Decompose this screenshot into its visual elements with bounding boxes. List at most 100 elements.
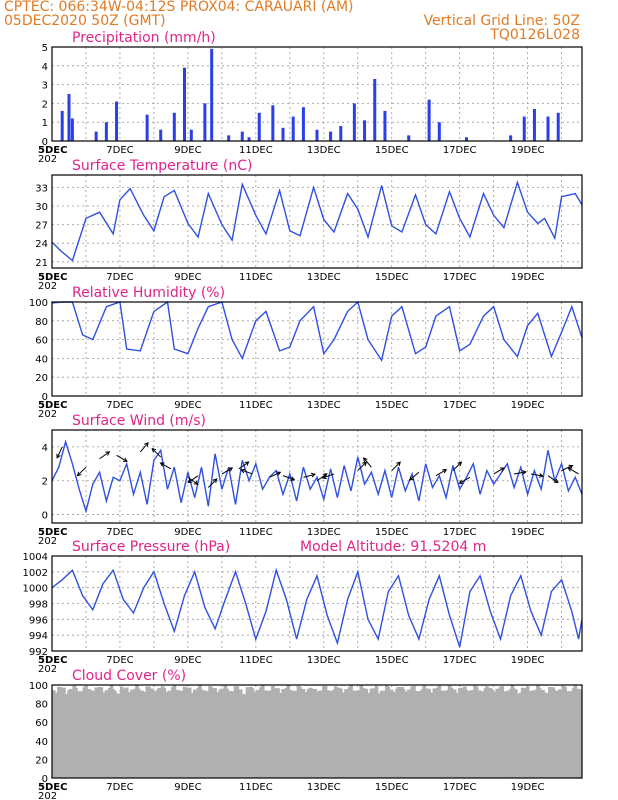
y-tick-label: 20	[35, 755, 48, 766]
wind-arrow	[561, 465, 573, 472]
panel-title: Surface Wind (m/s)	[72, 413, 206, 429]
panel-frame	[51, 174, 583, 269]
panel-title: Precipitation (mm/h)	[72, 30, 216, 46]
precip-bar	[464, 137, 468, 141]
precip-bar	[115, 101, 119, 141]
x-tick-label: 5DEC	[38, 400, 67, 411]
y-tick-label: 33	[35, 183, 48, 194]
wind-arrow-head	[521, 470, 527, 475]
panel-title: Cloud Cover (%)	[72, 668, 186, 684]
panel-frame	[51, 429, 583, 524]
precip-bar	[240, 131, 244, 141]
wind-arrow-head	[458, 479, 464, 484]
precip-bar	[407, 135, 411, 141]
precip-bar	[183, 67, 186, 141]
wind-arrow	[363, 457, 372, 468]
wind-arrow	[139, 442, 149, 453]
wind-arrow-head	[362, 461, 367, 467]
wind-arrow	[493, 467, 505, 475]
cloud-bar	[62, 687, 66, 778]
wind-arrow	[567, 467, 579, 475]
x-tick-year: 202	[38, 154, 57, 165]
wind-arrow	[322, 473, 335, 479]
x-tick-label: 13DEC	[307, 782, 341, 793]
wind-arrow	[513, 471, 526, 475]
y-tick-label: 24	[35, 239, 48, 250]
x-tick-label: 9DEC	[174, 782, 201, 793]
precip-bar	[329, 131, 333, 141]
precip-bar	[159, 129, 163, 141]
x-tick-label: 13DEC	[307, 272, 341, 283]
wind-arrow	[151, 448, 162, 458]
precip-bar	[509, 135, 513, 141]
x-tick-label: 7DEC	[106, 655, 133, 666]
y-tick-label: 0	[42, 392, 48, 403]
header-line1: CPTEC: 066:34W-04:12S PROX04: CARAUARI (…	[4, 0, 354, 15]
wind-arrow	[282, 475, 295, 481]
x-tick-year: 202	[38, 791, 57, 800]
x-tick-label: 15DEC	[375, 782, 409, 793]
x-tick-label: 17DEC	[443, 655, 477, 666]
x-tick-label: 5DEC	[38, 782, 67, 793]
x-tick-label: 9DEC	[174, 527, 201, 538]
x-tick-year: 202	[38, 409, 57, 420]
x-tick-label: 15DEC	[375, 527, 409, 538]
precip-bar	[145, 114, 149, 141]
x-tick-label: 11DEC	[239, 527, 273, 538]
cloud-bar	[119, 686, 124, 778]
x-tick-year: 202	[38, 281, 57, 292]
x-tick-label: 7DEC	[106, 782, 133, 793]
panel-frame	[51, 46, 583, 142]
y-tick-label: 998	[29, 600, 48, 611]
x-tick-label: 15DEC	[375, 145, 409, 156]
precip-bar	[522, 116, 526, 141]
wind-arrow-head	[228, 467, 234, 472]
y-tick-label: 3	[42, 81, 48, 92]
wind-arrow-head	[442, 469, 448, 474]
precip-bar	[532, 109, 536, 141]
x-tick-label: 19DEC	[511, 655, 545, 666]
y-tick-label: 996	[29, 615, 48, 626]
y-tick-label: 1000	[23, 584, 48, 595]
x-tick-year: 202	[38, 664, 57, 675]
x-tick-label: 17DEC	[443, 145, 477, 156]
wind-arrow-head	[105, 451, 111, 456]
precip-bar	[210, 48, 214, 141]
wind-arrow	[99, 451, 110, 460]
precip-bar	[70, 118, 74, 141]
x-tick-label: 5DEC	[38, 527, 67, 538]
wind-arrow-head	[159, 462, 165, 467]
precip-bar	[373, 78, 377, 141]
series-line	[51, 439, 583, 514]
wind-arrow-head	[290, 476, 296, 481]
panel-title: Surface Pressure (hPa)	[72, 539, 230, 555]
precip-bar	[546, 116, 550, 141]
x-tick-label: 11DEC	[239, 655, 273, 666]
wind-arrow-head	[321, 474, 327, 480]
precip-bar	[291, 116, 295, 141]
y-tick-label: 27	[35, 221, 48, 232]
x-tick-label: 11DEC	[239, 400, 273, 411]
wind-arrow	[160, 462, 172, 470]
x-tick-label: 19DEC	[511, 145, 545, 156]
x-tick-label: 19DEC	[511, 527, 545, 538]
wind-arrow-head	[408, 476, 414, 481]
precip-bar	[227, 135, 231, 141]
y-tick-label: 1004	[23, 552, 48, 563]
precip-bar	[189, 129, 193, 141]
x-tick-label: 13DEC	[307, 527, 341, 538]
y-tick-label: 30	[35, 202, 48, 213]
wind-arrow-head	[362, 457, 368, 463]
y-tick-label: 80	[35, 317, 48, 328]
wind-arrow	[435, 469, 447, 477]
wind-arrow	[391, 461, 401, 471]
precip-bar	[94, 131, 98, 141]
x-tick-label: 17DEC	[443, 272, 477, 283]
wind-arrow	[547, 475, 559, 483]
x-tick-label: 7DEC	[106, 145, 133, 156]
wind-arrow-head	[396, 461, 401, 467]
precip-bar	[339, 125, 343, 141]
x-tick-label: 7DEC	[106, 527, 133, 538]
wind-arrow	[452, 461, 462, 471]
